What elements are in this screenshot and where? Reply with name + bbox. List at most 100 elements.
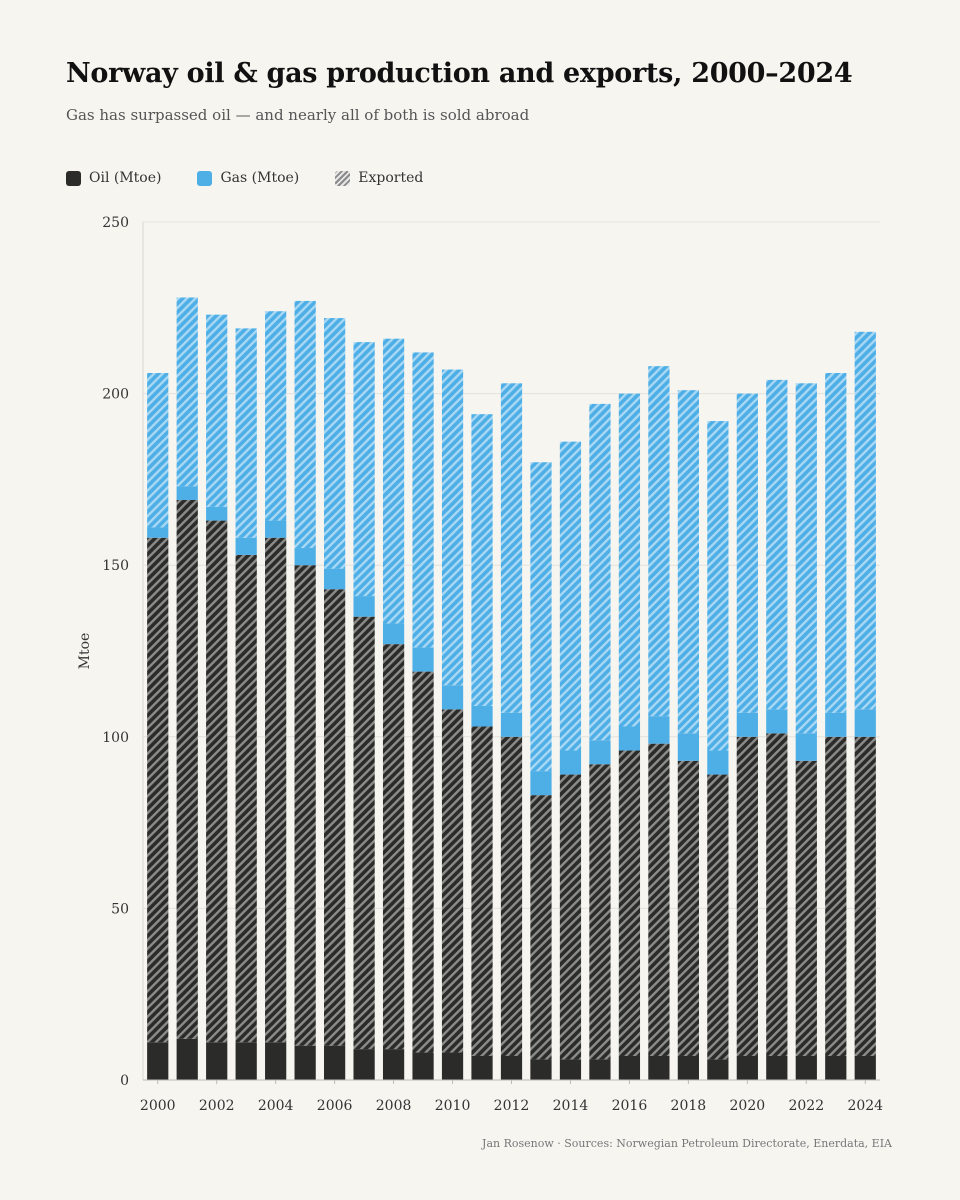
gas-swatch-icon bbox=[197, 170, 213, 186]
bar-oil-domestic-2013 bbox=[530, 1059, 552, 1080]
y-tick-label: 200 bbox=[102, 387, 129, 403]
x-tick-label: 2010 bbox=[435, 1098, 471, 1114]
bar-oil-domestic-2005 bbox=[294, 1045, 316, 1080]
bar-gas-exported-2023 bbox=[825, 373, 847, 713]
bar-gas-exported-2006 bbox=[324, 318, 346, 569]
bar-oil-exported-2006 bbox=[324, 589, 346, 1046]
y-axis-label: Mtoe bbox=[77, 633, 93, 670]
bar-oil-domestic-2009 bbox=[412, 1052, 434, 1080]
bar-oil-exported-2008 bbox=[382, 644, 405, 1050]
bar-gas-exported-2019 bbox=[707, 421, 729, 751]
x-tick-label: 2016 bbox=[612, 1098, 648, 1114]
legend-item-gas: Gas (Mtoe) bbox=[197, 170, 299, 186]
bar-gas-exported-2011 bbox=[471, 414, 493, 706]
bar-oil-domestic-2010 bbox=[441, 1052, 464, 1080]
bar-oil-exported-2012 bbox=[500, 736, 523, 1056]
bar-oil-domestic-2020 bbox=[736, 1055, 758, 1080]
bar-oil-domestic-2006 bbox=[324, 1045, 346, 1080]
bar-oil-domestic-2024 bbox=[854, 1055, 876, 1080]
bar-gas-domestic-2003 bbox=[235, 537, 257, 555]
x-tick-label: 2012 bbox=[494, 1098, 530, 1114]
bar-oil-domestic-2016 bbox=[618, 1055, 641, 1080]
bar-oil-domestic-2000 bbox=[147, 1042, 169, 1080]
x-tick-label: 2000 bbox=[140, 1098, 176, 1114]
bar-gas-exported-2010 bbox=[441, 369, 464, 686]
bar-gas-exported-2007 bbox=[353, 342, 375, 597]
bar-gas-domestic-2002 bbox=[206, 506, 228, 521]
bar-oil-exported-2017 bbox=[648, 743, 670, 1056]
bar-gas-exported-2022 bbox=[795, 383, 817, 734]
bar-oil-exported-2011 bbox=[471, 726, 493, 1056]
bar-oil-domestic-2007 bbox=[353, 1049, 375, 1080]
bar-oil-exported-2004 bbox=[265, 537, 287, 1043]
y-tick-label: 100 bbox=[102, 730, 129, 746]
bar-oil-domestic-2002 bbox=[206, 1042, 228, 1080]
bar-gas-domestic-2005 bbox=[294, 548, 316, 566]
legend-label-exported: Exported bbox=[358, 170, 424, 186]
bar-gas-domestic-2024 bbox=[854, 709, 876, 737]
x-tick-label: 2024 bbox=[847, 1098, 883, 1114]
bar-gas-domestic-2012 bbox=[500, 712, 523, 737]
bar-oil-domestic-2012 bbox=[500, 1055, 523, 1080]
y-tick-label: 50 bbox=[111, 901, 129, 917]
bar-gas-domestic-2022 bbox=[795, 733, 817, 761]
bar-gas-exported-2024 bbox=[854, 331, 876, 710]
bar-oil-domestic-2019 bbox=[707, 1059, 729, 1080]
bar-oil-domestic-2008 bbox=[382, 1049, 405, 1080]
bar-gas-exported-2003 bbox=[235, 328, 257, 538]
legend-label-oil: Oil (Mtoe) bbox=[89, 170, 162, 186]
bar-oil-exported-2023 bbox=[825, 736, 847, 1056]
chart-subtitle: Gas has surpassed oil — and nearly all o… bbox=[66, 106, 530, 124]
x-tick-label: 2014 bbox=[553, 1098, 589, 1114]
bar-gas-exported-2015 bbox=[589, 403, 611, 741]
y-tick-label: 150 bbox=[102, 558, 129, 574]
bar-oil-domestic-2022 bbox=[795, 1055, 817, 1080]
bar-oil-exported-2000 bbox=[147, 537, 169, 1043]
bar-oil-exported-2018 bbox=[677, 760, 699, 1056]
bar-oil-domestic-2017 bbox=[648, 1055, 670, 1080]
bar-oil-exported-2003 bbox=[235, 554, 257, 1043]
bar-gas-domestic-2006 bbox=[324, 568, 346, 590]
bar-oil-exported-2001 bbox=[176, 499, 198, 1039]
bar-gas-domestic-2014 bbox=[559, 750, 582, 775]
bar-oil-domestic-2011 bbox=[471, 1055, 493, 1080]
bar-oil-exported-2019 bbox=[707, 774, 729, 1060]
bar-gas-domestic-2016 bbox=[618, 726, 641, 751]
bar-oil-domestic-2004 bbox=[265, 1042, 287, 1080]
x-tick-label: 2020 bbox=[730, 1098, 766, 1114]
x-tick-label: 2006 bbox=[317, 1098, 353, 1114]
bar-gas-exported-2017 bbox=[648, 366, 670, 717]
bar-oil-exported-2024 bbox=[854, 736, 876, 1056]
bar-gas-exported-2013 bbox=[530, 462, 552, 772]
oil-swatch-icon bbox=[66, 170, 81, 186]
bar-oil-exported-2013 bbox=[530, 795, 552, 1060]
y-tick-label: 0 bbox=[120, 1073, 129, 1089]
bar-oil-domestic-2018 bbox=[677, 1055, 699, 1080]
bar-gas-domestic-2021 bbox=[766, 709, 788, 734]
bar-oil-exported-2022 bbox=[795, 760, 817, 1056]
x-tick-label: 2008 bbox=[376, 1098, 412, 1114]
bar-oil-exported-2016 bbox=[618, 750, 641, 1056]
hatch-swatch-icon bbox=[335, 170, 351, 186]
bar-gas-exported-2008 bbox=[382, 338, 405, 624]
bar-gas-exported-2009 bbox=[412, 352, 434, 648]
source-note: Jan Rosenow · Sources: Norwegian Petrole… bbox=[482, 1137, 892, 1150]
bar-oil-domestic-2015 bbox=[589, 1059, 611, 1080]
bar-oil-exported-2015 bbox=[589, 764, 611, 1060]
bar-oil-exported-2009 bbox=[412, 671, 434, 1053]
legend-item-exported: Exported bbox=[335, 170, 423, 186]
bar-gas-domestic-2010 bbox=[441, 685, 464, 710]
bar-oil-domestic-2003 bbox=[235, 1042, 257, 1080]
bar-gas-domestic-2011 bbox=[471, 705, 493, 727]
bar-gas-domestic-2007 bbox=[353, 596, 375, 617]
bar-gas-exported-2018 bbox=[677, 390, 699, 734]
bar-oil-domestic-2021 bbox=[766, 1055, 788, 1080]
bar-gas-exported-2012 bbox=[500, 383, 523, 713]
bar-gas-exported-2004 bbox=[265, 311, 287, 521]
bar-gas-domestic-2018 bbox=[677, 733, 699, 761]
bar-gas-domestic-2020 bbox=[736, 712, 758, 737]
bar-oil-exported-2021 bbox=[766, 733, 788, 1056]
bar-gas-exported-2001 bbox=[176, 297, 198, 487]
bar-oil-domestic-2014 bbox=[559, 1059, 582, 1080]
bar-gas-exported-2014 bbox=[559, 441, 582, 751]
